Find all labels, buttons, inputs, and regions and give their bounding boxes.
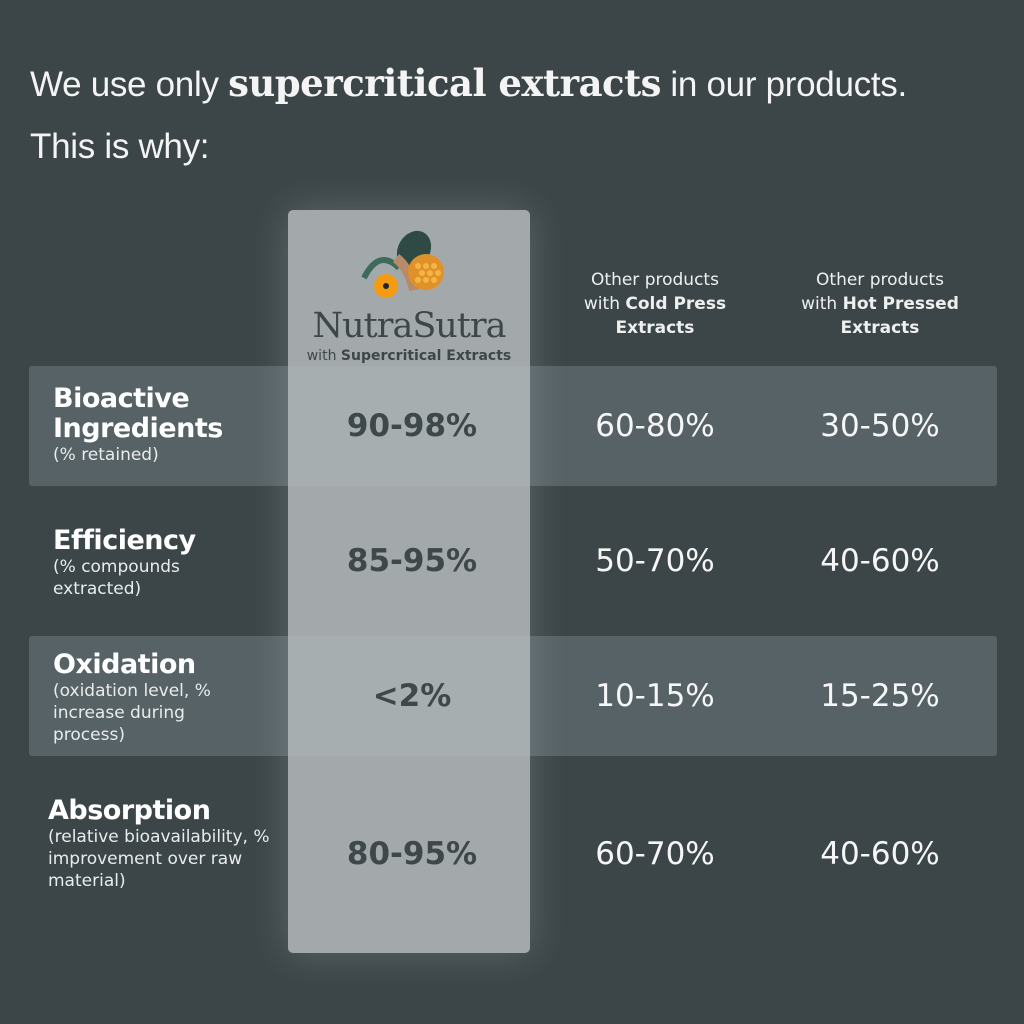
row-label: Absorption (relative bioavailability, % … [48,796,278,892]
headline: We use only supercritical extracts in ou… [30,52,907,178]
headline-text: in our products. [661,65,907,104]
column-header-hot-pressed: Other products with Hot Pressed Extracts [780,268,980,340]
nutrasutra-value: 80-95% [346,836,478,872]
row-title: Efficiency [53,525,196,556]
cold-press-value: 50-70% [595,543,715,579]
cold-press-value: 60-70% [595,836,715,872]
row-title: Bioactive Ingredients [53,383,223,444]
row-subtitle: (relative bioavailability, % improvement… [48,827,270,891]
column-header-line: Other products [816,270,944,290]
cold-press-value: 60-80% [595,408,715,444]
nutrasutra-value: <2% [372,678,452,714]
brand-subtitle: with Supercritical Extracts [288,348,530,364]
brand-sub-bold: Supercritical Extracts [340,348,512,364]
cold-press-value: 10-15% [595,678,715,714]
nutrasutra-value: 85-95% [346,543,478,579]
headline-emphasis: supercritical extracts [228,61,661,105]
nutrasutra-value: 90-98% [346,408,478,444]
row-title: Oxidation [53,649,196,680]
row-subtitle: (oxidation level, % increase during proc… [53,681,211,745]
highlight-column [288,210,530,953]
column-header-cold-press: Other products with Cold Press Extracts [555,268,755,340]
row-subtitle: (% compounds extracted) [53,557,180,599]
brand-logo: NutraSutra with Supercritical Extracts [288,228,530,364]
row-label: Efficiency (% compounds extracted) [53,526,283,600]
brand-name: NutraSutra [312,306,506,346]
brand-sub-prefix: with [306,348,341,364]
hot-pressed-value: 15-25% [820,678,940,714]
headline-line2: This is why: [30,127,210,166]
column-header-line: with [801,294,843,314]
botanical-logo-icon [361,230,444,298]
row-subtitle: (% retained) [53,445,159,465]
hot-pressed-value: 30-50% [820,408,940,444]
column-header-line: Extracts [840,318,920,338]
column-header-line: Extracts [615,318,695,338]
column-header-line: Other products [591,270,719,290]
row-label: Bioactive Ingredients (% retained) [53,384,283,466]
headline-text: We use only [30,65,229,104]
column-header-line: with [583,294,626,314]
column-header-bold: Hot Pressed [842,294,959,314]
row-title: Absorption [48,795,211,826]
hot-pressed-value: 40-60% [820,543,940,579]
row-label: Oxidation (oxidation level, % increase d… [53,650,283,746]
column-header-bold: Cold Press [625,294,727,314]
hot-pressed-value: 40-60% [820,836,940,872]
